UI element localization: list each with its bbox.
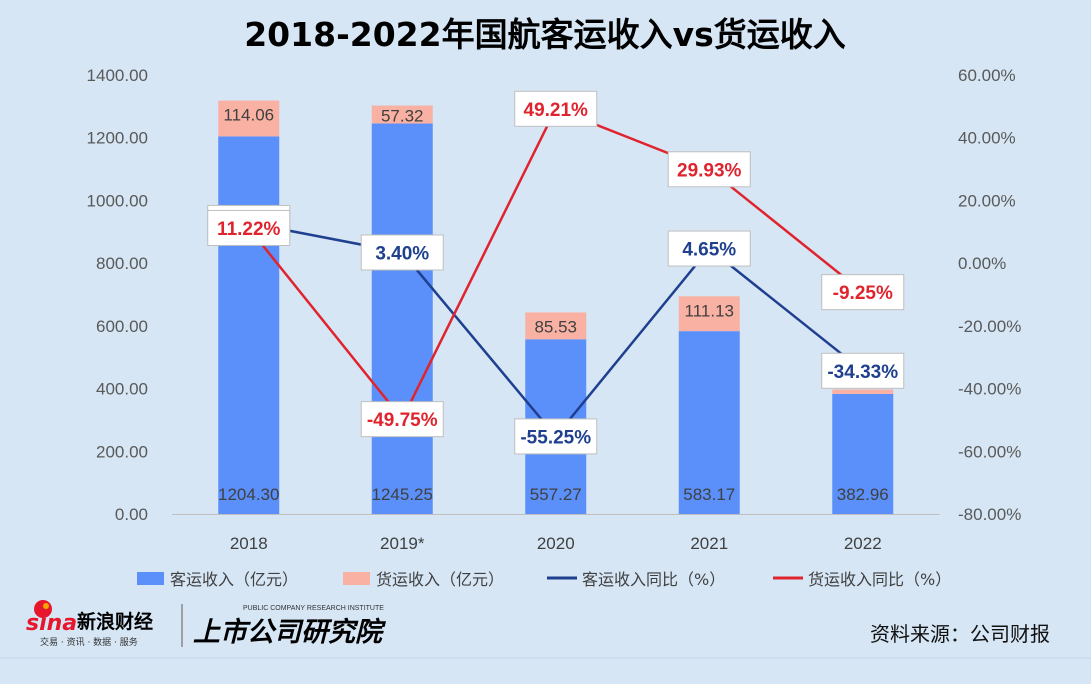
label-box: [667, 151, 751, 188]
sina-logo-text: sina: [26, 611, 77, 636]
label-box: [360, 234, 444, 271]
legend-item: 客运收入同比（%）: [547, 570, 725, 589]
bars: 1204.30 114.06 1245.25 57.32 557.27 85.53 583.…: [218, 100, 894, 515]
cargo-bar-label: 85.53: [534, 317, 577, 336]
label-text: -49.75%: [367, 410, 438, 431]
passenger-yoy-label: 4.65%: [667, 230, 751, 267]
cargo-bar-label: 114.06: [223, 106, 274, 125]
category-label: 2020: [537, 534, 575, 553]
left-tick-label: 400.00: [96, 380, 148, 399]
passenger-yoy-label: -55.25%: [514, 418, 598, 455]
label-box: [360, 401, 444, 438]
label-text: 4.65%: [682, 240, 736, 261]
legend-label: 客运收入同比（%）: [582, 570, 725, 589]
legend-label: 客运收入（亿元）: [170, 570, 298, 589]
cargo-bar: [371, 105, 433, 124]
right-tick-label: -60.00%: [958, 442, 1021, 461]
legend-label: 货运收入（亿元）: [376, 570, 504, 589]
left-tick-label: 200.00: [96, 442, 148, 461]
left-tick-label: 1000.00: [87, 191, 148, 210]
passenger-bar-label: 557.27: [530, 485, 582, 504]
institute-cn: 上市公司研究院: [193, 617, 387, 648]
legend-item: 货运收入同比（%）: [773, 570, 951, 589]
legend-swatch: [137, 572, 164, 585]
label-box: [821, 274, 905, 311]
right-tick-label: -80.00%: [958, 505, 1021, 524]
legend-item: 货运收入（亿元）: [343, 570, 504, 589]
label-text: -9.25%: [833, 283, 893, 304]
legend: 客运收入（亿元） 货运收入（亿元） 客运收入同比（%） 货运收入同比（%）: [137, 570, 951, 589]
right-axis: -80.00% -60.00% -40.00% -20.00% 0.00% 20.00% 4…: [958, 66, 1021, 524]
label-text: -55.25%: [520, 427, 591, 448]
sina-logo: sina: [26, 600, 77, 636]
label-box: [667, 230, 751, 267]
label-text: 49.21%: [524, 100, 589, 121]
line-labels: 12.82%3.40%-55.25%4.65%-34.33%11.22%-49.…: [207, 90, 905, 455]
passenger-bar-label: 583.17: [683, 485, 735, 504]
right-tick-label: 60.00%: [958, 66, 1016, 85]
left-tick-label: 1400.00: [87, 66, 148, 85]
cargo-yoy-label: -9.25%: [821, 274, 905, 311]
label-box: [514, 418, 598, 455]
cargo-bar-label: 57.32: [381, 107, 424, 126]
left-tick-label: 800.00: [96, 254, 148, 273]
left-tick-label: 0.00: [115, 505, 148, 524]
cargo-yoy-label: 29.93%: [667, 151, 751, 188]
legend-item: 客运收入（亿元）: [137, 570, 298, 589]
passenger-bar: [371, 123, 433, 514]
passenger-bar: [218, 136, 280, 515]
category-label: 2018: [230, 534, 268, 553]
left-tick-label: 1200.00: [87, 129, 148, 148]
right-tick-label: 20.00%: [958, 191, 1016, 210]
passenger-bar: [832, 393, 894, 514]
right-tick-label: -20.00%: [958, 317, 1021, 336]
passenger-yoy-label: 3.40%: [360, 234, 444, 271]
category-label: 2019*: [380, 534, 425, 553]
cargo-bar: [218, 100, 280, 137]
sina-tagline: 交易 · 资讯 · 数据 · 服务: [40, 636, 138, 648]
label-text: 11.22%: [217, 219, 280, 240]
footer: sina 新浪财经 交易 · 资讯 · 数据 · 服务 PUBLIC COMPA…: [26, 600, 1050, 648]
sina-brand: 新浪财经: [77, 610, 153, 633]
passenger-yoy-label: -34.33%: [821, 352, 905, 389]
right-tick-label: -40.00%: [958, 380, 1021, 399]
label-text: 3.40%: [375, 243, 429, 264]
cargo-bar-label: 111.13: [685, 301, 734, 320]
category-label: 2021: [690, 534, 728, 553]
chart-title: 2018-2022年国航客运收入vs货运收入: [244, 15, 846, 54]
source-note: 资料来源：公司财报: [870, 622, 1050, 646]
passenger-bar-label: 1204.30: [218, 485, 279, 504]
cargo-yoy-label: 11.22%: [207, 209, 291, 246]
label-text: -34.33%: [827, 362, 898, 383]
right-tick-label: 40.00%: [958, 129, 1016, 148]
category-label: 2022: [844, 534, 882, 553]
label-box: [514, 90, 598, 127]
passenger-bar-label: 382.96: [837, 485, 889, 504]
passenger-bar: [678, 331, 740, 514]
cargo-bar: [832, 389, 894, 394]
cargo-bar: [525, 312, 587, 340]
label-text: 29.93%: [677, 160, 742, 181]
cargo-yoy-label: 49.21%: [514, 90, 598, 127]
institute-en: PUBLIC COMPANY RESEARCH INSTITUTE: [243, 605, 384, 612]
right-tick-label: 0.00%: [958, 254, 1006, 273]
left-axis: 0.00 200.00 400.00 600.00 800.00 1000.00 1200.…: [87, 66, 940, 524]
cargo-bar: [678, 296, 740, 332]
category-axis: 2018 2019* 2020 2021 2022: [230, 534, 882, 553]
label-box: [207, 209, 291, 246]
cargo-yoy-label: -49.75%: [360, 401, 444, 438]
legend-label: 货运收入同比（%）: [808, 570, 951, 589]
passenger-bar-label: 1245.25: [372, 485, 433, 504]
legend-swatch: [343, 572, 370, 585]
left-tick-label: 600.00: [96, 317, 148, 336]
label-box: [821, 352, 905, 389]
